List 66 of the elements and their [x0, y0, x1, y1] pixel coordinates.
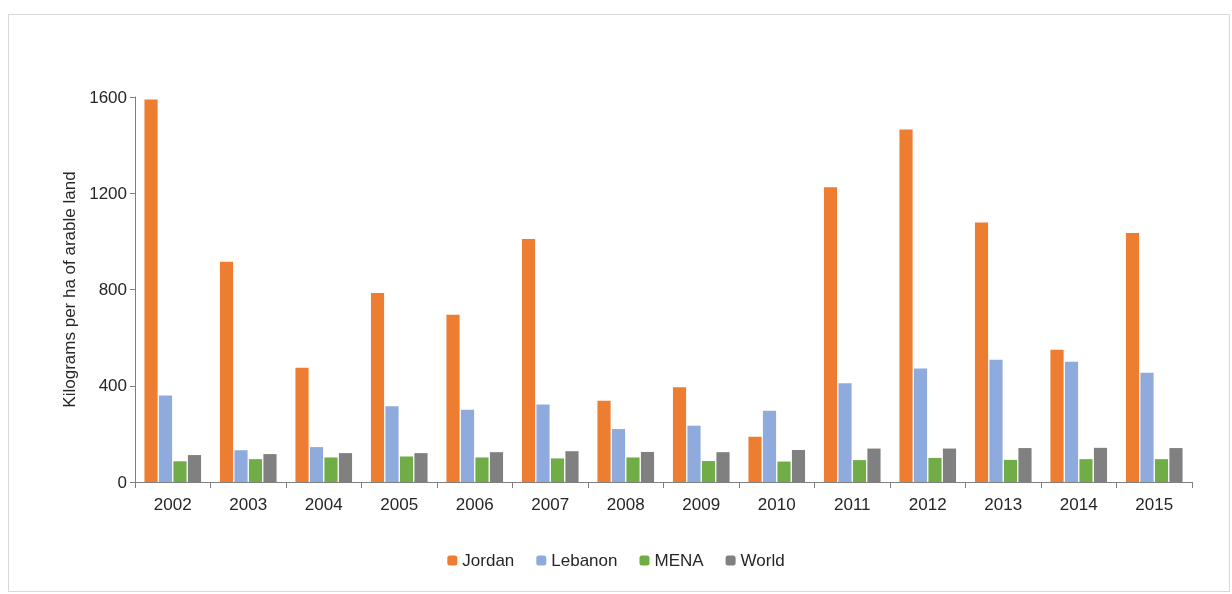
bar: [1140, 372, 1154, 482]
legend-label: MENA: [654, 551, 705, 570]
x-tick-label: 2014: [1059, 495, 1098, 514]
legend-label: Lebanon: [551, 551, 618, 570]
y-tick-label: 0: [117, 472, 127, 492]
bar: [399, 456, 414, 482]
bar: [536, 404, 550, 482]
bar: [446, 314, 460, 482]
bar: [1154, 459, 1169, 482]
bar: [626, 457, 640, 482]
bar: [173, 461, 187, 482]
bar: [324, 457, 338, 482]
y-tick-label: 800: [98, 280, 127, 299]
bar: [1050, 349, 1064, 482]
legend-label: World: [740, 551, 785, 570]
bar: [1003, 459, 1018, 482]
bar: [928, 457, 942, 482]
bar: [1125, 232, 1140, 482]
bar: [989, 359, 1003, 482]
y-tick-label: 400: [98, 376, 127, 396]
bar: [913, 368, 928, 482]
bar: [385, 406, 399, 482]
bar: [1079, 459, 1093, 482]
x-tick-label: 2015: [1135, 495, 1174, 514]
bar: [748, 436, 762, 482]
bar: [234, 450, 248, 482]
y-tick-label: 1200: [89, 183, 127, 203]
bar: [475, 457, 489, 482]
bar: [687, 425, 701, 482]
legend-label: Jordan: [462, 551, 515, 570]
bar: [974, 222, 989, 482]
bar: [672, 387, 687, 482]
bar: [550, 458, 565, 482]
x-tick-label: 2007: [531, 495, 570, 514]
bar: [521, 238, 536, 482]
bar: [295, 367, 309, 482]
x-tick-label: 2003: [229, 495, 268, 514]
bar: [899, 129, 913, 482]
bar: [701, 461, 716, 482]
bar: [823, 187, 838, 482]
x-tick-label: 2012: [908, 495, 947, 514]
x-tick-label: 2006: [455, 495, 494, 514]
bar: [370, 293, 385, 482]
bar: [1064, 361, 1079, 482]
x-tick-label: 2013: [984, 495, 1023, 514]
x-tick-label: 2011: [833, 495, 871, 514]
bar: [611, 429, 626, 482]
x-tick-label: 2008: [606, 495, 645, 514]
bar: [460, 409, 475, 482]
bar: [852, 460, 867, 482]
x-tick-label: 2004: [304, 495, 343, 514]
bar: [777, 461, 791, 482]
bar: [219, 261, 234, 482]
x-tick-label: 2002: [153, 495, 192, 514]
bar: [144, 99, 158, 482]
bar: [248, 459, 263, 482]
x-tick-label: 2005: [380, 495, 419, 514]
bar: [597, 400, 611, 482]
x-tick-label: 2009: [682, 495, 721, 514]
bar: [158, 395, 173, 482]
y-axis-title: Kilograms per ha of arable land: [60, 171, 80, 408]
bar: [309, 447, 324, 482]
bar: [838, 383, 852, 482]
x-tick-label: 2010: [757, 495, 796, 514]
bar: [762, 410, 777, 482]
y-tick-label: 1600: [89, 87, 127, 107]
